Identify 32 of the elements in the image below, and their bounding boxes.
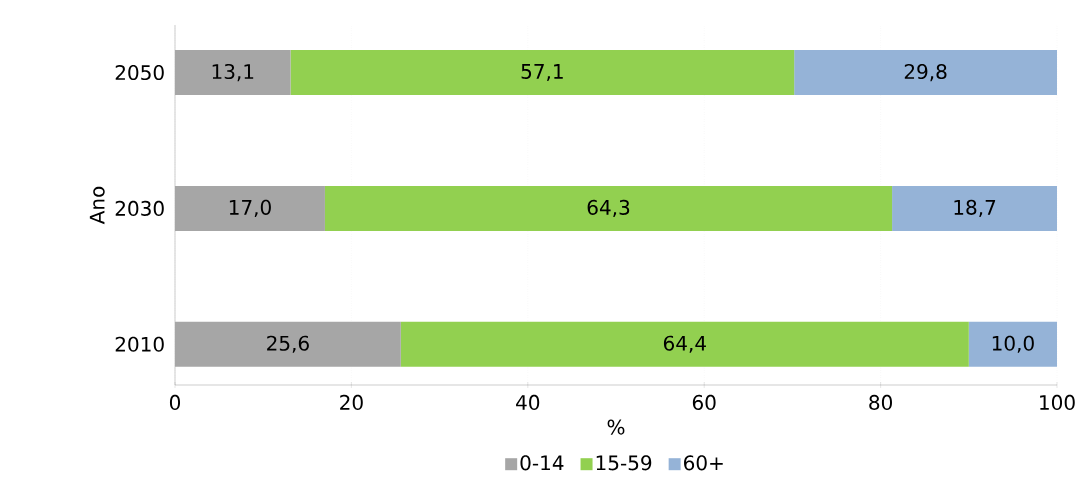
bar (400, 321, 969, 367)
bar (324, 185, 893, 231)
data-label: 57,1 (521, 64, 563, 81)
data-label: 64,3 (587, 199, 630, 217)
x-tick-label: 100 (1040, 394, 1075, 410)
bar (175, 185, 325, 231)
data-label: 17,0 (229, 199, 271, 217)
data-label: 10,0 (992, 335, 1034, 353)
x-axis-title: % (607, 419, 625, 435)
x-tick-label: 40 (516, 394, 540, 410)
bar (794, 50, 1058, 96)
data-label: 29,8 (904, 63, 947, 82)
bar (968, 321, 1058, 367)
bar (290, 50, 795, 96)
x-tick-label: 20 (340, 394, 363, 410)
legend-label: 15-59 (596, 455, 652, 471)
bar (175, 321, 401, 367)
legend-label: 60+ (684, 455, 723, 471)
legend-label: 0-14 (520, 455, 564, 471)
data-label: 64,4 (663, 335, 706, 353)
data-label: 13,1 (212, 63, 254, 82)
x-tick-label: 80 (869, 394, 892, 410)
y-axis-title: Ano (89, 186, 105, 225)
data-label: 25,6 (267, 335, 309, 353)
bar (175, 50, 291, 96)
y-tick-label: 2030 (115, 200, 164, 216)
data-label: 18,7 (954, 199, 996, 217)
y-tick-label: 2050 (115, 64, 164, 81)
y-tick-label: 2010 (115, 336, 164, 352)
x-tick-label: 60 (692, 394, 716, 410)
x-tick-label: 0 (169, 394, 181, 410)
bar (892, 185, 1058, 231)
